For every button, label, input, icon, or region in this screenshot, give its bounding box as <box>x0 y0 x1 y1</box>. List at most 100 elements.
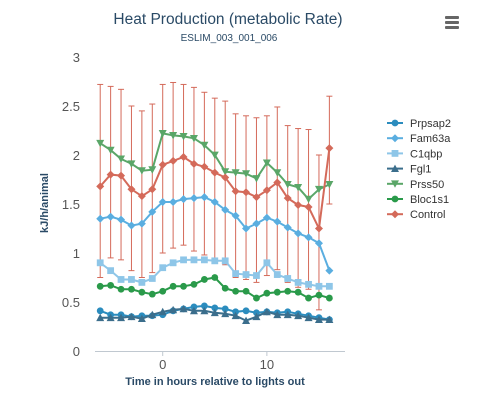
data-point-fgl1 <box>179 304 188 313</box>
data-point-prss50 <box>252 175 261 183</box>
chart-title: Heat Production (metabolic Rate) <box>113 11 342 28</box>
y-axis-title: kJ/h/animal <box>39 173 51 233</box>
data-point-c1qbp <box>263 259 271 267</box>
data-point-control <box>117 171 126 180</box>
data-point-prss50 <box>200 141 209 150</box>
data-point-fam63a <box>314 239 323 248</box>
data-point-control <box>242 188 251 197</box>
data-point-fgl1 <box>169 305 178 314</box>
data-point-fam63a <box>325 266 334 275</box>
data-point-bloc1s1 <box>242 287 250 295</box>
legend-marker <box>391 180 399 188</box>
data-point-bloc1s1 <box>200 276 208 283</box>
data-point-control <box>221 173 230 182</box>
data-point-control <box>148 185 157 194</box>
data-point-control <box>314 224 323 233</box>
data-point-bloc1s1 <box>169 282 177 290</box>
data-point-fgl1 <box>221 309 230 318</box>
data-point-bloc1s1 <box>325 294 333 302</box>
legend[interactable]: Prpsap2 Fam63a C1qbp Fgl1 Prss50 Bloc1s1 Contr… <box>387 118 451 221</box>
legend-item-c1qbp[interactable]: C1qbp <box>387 148 442 160</box>
data-point-fgl1 <box>106 313 115 322</box>
data-point-bloc1s1 <box>253 294 260 302</box>
data-point-fam63a <box>304 233 313 242</box>
series-control <box>96 144 334 233</box>
menu-icon-line <box>445 21 459 24</box>
data-point-control <box>283 194 292 203</box>
data-point-fam63a <box>127 221 136 230</box>
data-point-prss50 <box>262 159 271 167</box>
data-point-c1qbp <box>128 276 135 283</box>
data-point-fgl1 <box>273 310 282 319</box>
data-point-fam63a <box>148 207 157 216</box>
data-point-bloc1s1 <box>96 282 104 290</box>
data-point-bloc1s1 <box>315 291 323 299</box>
data-point-c1qbp <box>273 271 281 278</box>
menu-icon <box>445 16 459 19</box>
data-point-fgl1 <box>242 316 251 325</box>
data-point-fam63a <box>179 195 188 204</box>
data-point-fam63a <box>221 205 230 214</box>
data-point-bloc1s1 <box>263 289 271 297</box>
data-point-prss50 <box>127 160 136 168</box>
legend-item-fgl1[interactable]: Fgl1 <box>387 164 431 176</box>
chart-menu-button[interactable] <box>437 8 467 34</box>
data-point-control <box>325 144 334 153</box>
data-point-control <box>127 185 136 194</box>
data-point-fgl1 <box>96 313 105 322</box>
data-point-c1qbp <box>305 280 312 288</box>
data-point-c1qbp <box>107 267 115 275</box>
data-point-c1qbp <box>325 282 333 290</box>
legend-label: Control <box>410 209 445 221</box>
data-point-c1qbp <box>242 271 250 278</box>
data-point-c1qbp <box>96 259 104 267</box>
data-point-bloc1s1 <box>190 280 198 288</box>
data-point-fam63a <box>283 223 292 232</box>
y-tick-label: 0 <box>73 344 80 359</box>
y-tick-label: 1.5 <box>62 197 80 212</box>
data-point-control <box>179 152 188 161</box>
data-point-c1qbp <box>221 257 229 265</box>
data-point-control <box>158 160 167 169</box>
data-point-fgl1 <box>148 310 157 319</box>
data-point-fgl1 <box>200 306 209 315</box>
data-point-prss50 <box>148 166 157 174</box>
legend-item-bloc1s1[interactable]: Bloc1s1 <box>387 194 449 206</box>
data-point-bloc1s1 <box>180 282 187 290</box>
data-point-bloc1s1 <box>305 294 312 302</box>
data-point-fgl1 <box>283 310 292 319</box>
legend-item-control[interactable]: Control <box>387 209 445 221</box>
legend-label: Fgl1 <box>410 164 431 176</box>
data-point-fgl1 <box>325 315 334 324</box>
data-point-fam63a <box>158 198 167 207</box>
data-point-fgl1 <box>127 312 136 321</box>
data-point-fam63a <box>252 219 261 228</box>
data-point-prss50 <box>210 151 219 159</box>
x-tick-label: 0 <box>159 357 166 372</box>
data-point-prss50 <box>169 132 178 140</box>
data-point-control <box>231 187 240 196</box>
data-point-c1qbp <box>148 275 156 282</box>
data-point-bloc1s1 <box>232 287 240 295</box>
data-point-c1qbp <box>253 272 260 279</box>
data-point-bloc1s1 <box>148 290 156 298</box>
data-point-c1qbp <box>232 270 240 277</box>
legend-item-fam63a[interactable]: Fam63a <box>387 133 451 145</box>
legend-item-prpsap2[interactable]: Prpsap2 <box>387 118 451 130</box>
data-point-control <box>106 170 115 179</box>
x-axis-title: Time in hours relative to lights out <box>125 376 305 388</box>
data-point-c1qbp <box>190 256 198 264</box>
data-point-prpsap2 <box>200 302 208 310</box>
data-point-fam63a <box>189 194 198 203</box>
data-point-c1qbp <box>169 259 177 267</box>
data-point-c1qbp <box>200 256 208 264</box>
series-prss50 <box>96 130 334 204</box>
data-point-fam63a <box>273 217 282 226</box>
data-point-fgl1 <box>137 314 146 323</box>
legend-item-prss50[interactable]: Prss50 <box>387 179 444 191</box>
series-fgl1 <box>96 304 334 325</box>
data-point-bloc1s1 <box>128 285 135 293</box>
data-point-fgl1 <box>314 315 323 324</box>
legend-label: C1qbp <box>410 148 442 160</box>
